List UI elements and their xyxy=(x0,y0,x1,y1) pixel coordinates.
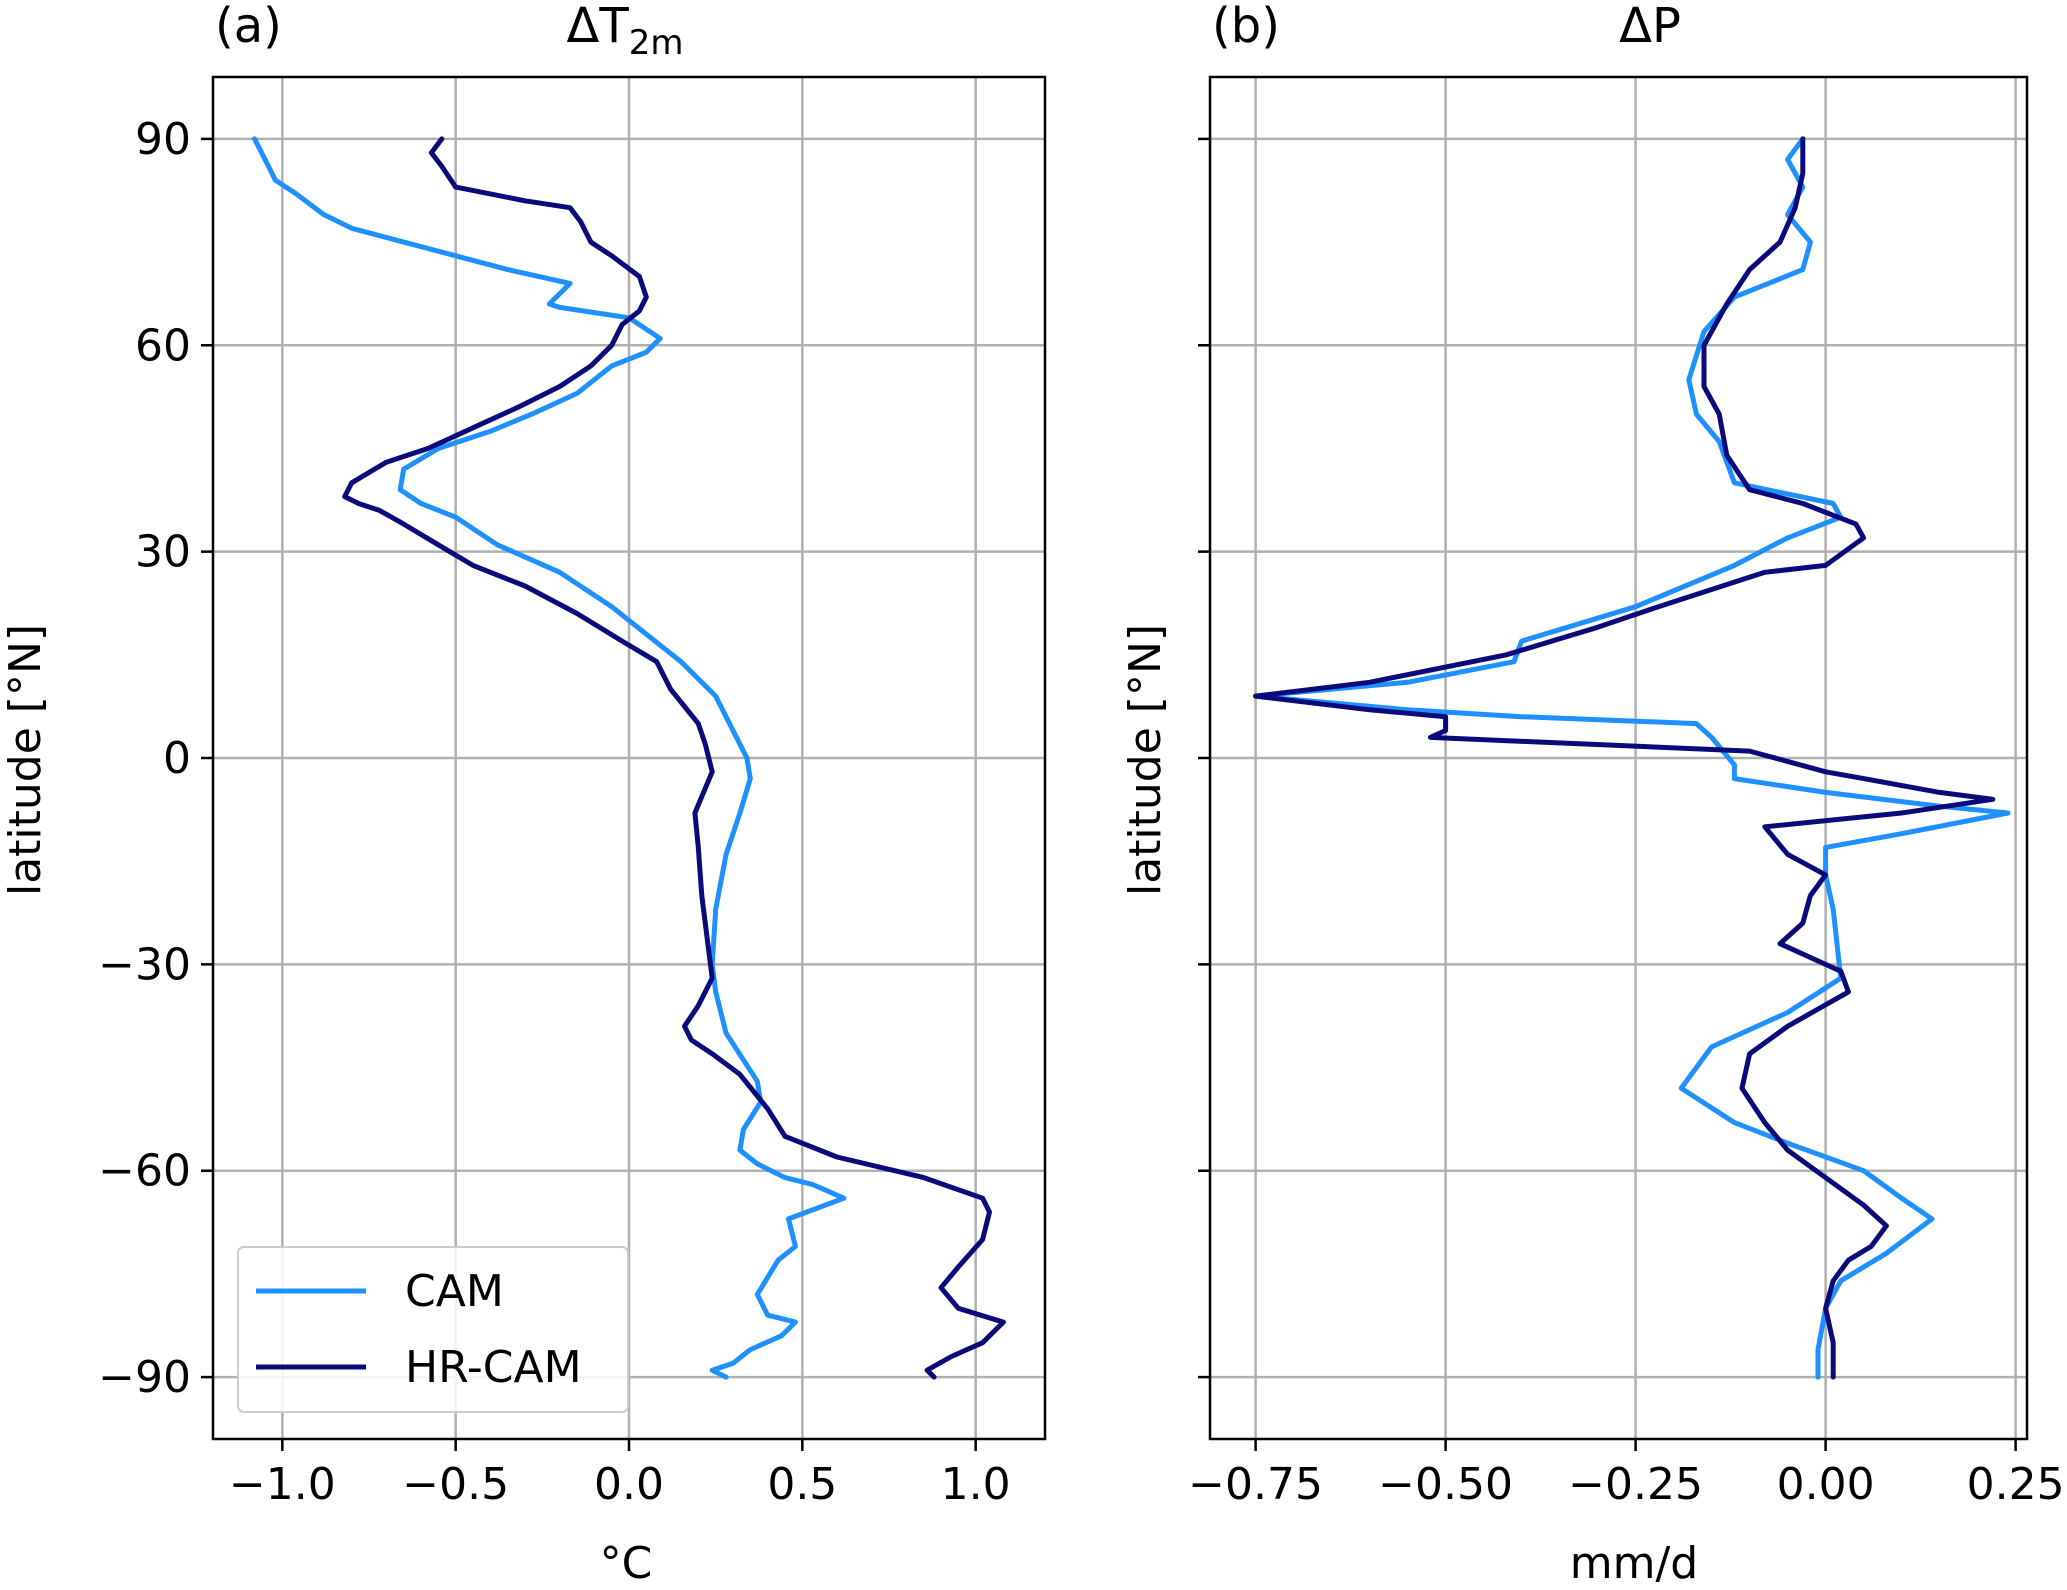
panel-b-series-cam xyxy=(1253,136,2011,1380)
panel-a-x-tick-label: 1.0 xyxy=(941,1459,1011,1510)
legend-label-cam: CAM xyxy=(405,1266,504,1317)
panel-a-y-ticks: 90 60 30 0 −30 −60 −90 xyxy=(98,114,213,1403)
panel-a-x-axis-label: °C xyxy=(600,1538,653,1589)
legend: CAM HR-CAM xyxy=(237,1246,629,1413)
panel-a-y-tick-label: 0 xyxy=(163,733,191,784)
panel-a-label: (a) xyxy=(215,0,282,54)
panel-a-series xyxy=(252,136,1006,1380)
panel-a-y-tick-label: 60 xyxy=(135,320,191,371)
panel-b-series xyxy=(1253,136,2011,1380)
panel-a-series-cam xyxy=(252,136,847,1380)
panel-a-y-tick-label: 90 xyxy=(135,114,191,165)
panel-b-x-tick-label: −0.50 xyxy=(1378,1459,1513,1510)
panel-b-x-tick-label: 0.25 xyxy=(1967,1459,2065,1510)
panel-a-x-tick-label: 0.5 xyxy=(767,1459,837,1510)
panel-b-grid xyxy=(1210,77,2027,1439)
legend-box xyxy=(237,1246,629,1413)
panel-a-title-subscript: 2m xyxy=(629,23,684,63)
panel-a-y-tick-label: −90 xyxy=(98,1352,191,1403)
panel-a-y-tick-label: −30 xyxy=(98,939,191,990)
panel-a-x-tick-label: 0.0 xyxy=(594,1459,664,1510)
legend-label-hr-cam: HR-CAM xyxy=(405,1342,582,1393)
panel-a-series-hr-cam xyxy=(342,136,1006,1380)
panel-a-y-tick-label: −60 xyxy=(98,1146,191,1197)
panel-a-x-tick-label: −1.0 xyxy=(229,1459,336,1510)
panel-b-x-tick-label: −0.75 xyxy=(1188,1459,1323,1510)
panel-a-title-main: ΔT xyxy=(567,0,630,54)
panel-a-y-axis-label: latitude [°N] xyxy=(0,624,51,896)
panel-b-y-ticks xyxy=(1198,137,1210,1379)
panel-b-x-tick-label: −0.25 xyxy=(1568,1459,1703,1510)
panel-b-x-ticks: −0.75 −0.50 −0.25 0.00 0.25 xyxy=(1188,1439,2065,1510)
panel-b-x-axis-label: mm/d xyxy=(1570,1538,1698,1589)
panel-b-label: (b) xyxy=(1212,0,1280,54)
panel-a-y-tick-label: 30 xyxy=(135,527,191,578)
panel-b: −0.75 −0.50 −0.25 0.00 0.25 (b) ΔP mm/d lati… xyxy=(1120,0,2065,1589)
panel-a-x-ticks: −1.0 −0.5 0.0 0.5 1.0 xyxy=(229,1439,1011,1510)
panel-b-y-axis-label: latitude [°N] xyxy=(1120,624,1171,896)
panel-a-x-tick-label: −0.5 xyxy=(402,1459,509,1510)
panel-b-series-hr-cam xyxy=(1253,136,1996,1380)
panel-b-x-tick-label: 0.00 xyxy=(1777,1459,1875,1510)
panel-a-grid xyxy=(213,77,1045,1439)
panel-a-title: ΔT2m xyxy=(567,0,684,63)
panel-b-title: ΔP xyxy=(1619,0,1681,54)
panel-a: −1.0 −0.5 0.0 0.5 1.0 90 60 30 0 −30 −60 −90 (a) Δ… xyxy=(0,0,1047,1589)
